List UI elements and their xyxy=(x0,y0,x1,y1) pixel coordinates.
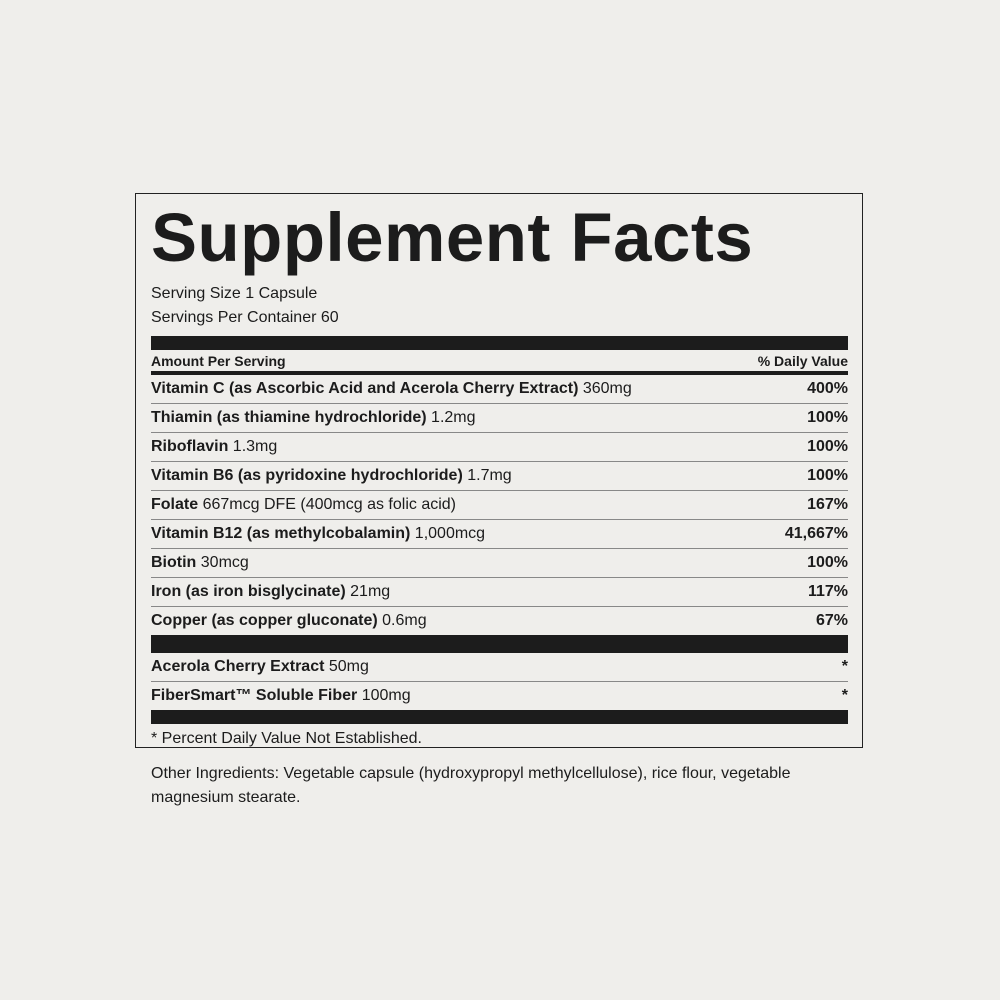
nutrient-amount: 1,000mcg xyxy=(414,525,486,542)
nutrient-rows: Vitamin C (as Ascorbic Acid and Acerola … xyxy=(151,375,848,635)
daily-value: * xyxy=(841,658,848,675)
nutrient-amount: 50mg xyxy=(328,658,369,675)
nutrient-row: Thiamin (as thiamine hydrochloride) 1.2m… xyxy=(151,404,848,433)
nutrient: FiberSmart™ Soluble Fiber 100mg xyxy=(151,687,411,705)
header-row: Amount Per Serving % Daily Value xyxy=(151,350,848,375)
nutrient: Biotin 30mcg xyxy=(151,554,249,572)
daily-value: 167% xyxy=(807,496,848,513)
nutrient-name: Riboflavin xyxy=(151,438,229,455)
nutrient-row: Vitamin B6 (as pyridoxine hydrochloride)… xyxy=(151,462,848,491)
nutrient: Vitamin B12 (as methylcobalamin) 1,000mc… xyxy=(151,525,485,543)
nutrient-row: Vitamin C (as Ascorbic Acid and Acerola … xyxy=(151,375,848,404)
nutrient-amount: 1.2mg xyxy=(431,409,476,426)
nutrient-name: Biotin xyxy=(151,554,197,571)
nutrient-row: Acerola Cherry Extract 50mg * xyxy=(151,653,848,682)
facts-panel: Supplement Facts Serving Size 1 Capsule … xyxy=(135,193,863,748)
nutrient: Folate 667mcg DFE (400mcg as folic acid) xyxy=(151,496,456,514)
nutrient-amount: 360mg xyxy=(582,380,632,397)
nutrient: Acerola Cherry Extract 50mg xyxy=(151,658,369,676)
nutrient-row: Iron (as iron bisglycinate) 21mg 117% xyxy=(151,578,848,607)
daily-value: 100% xyxy=(807,438,848,455)
nutrient-name: Thiamin (as thiamine hydrochloride) xyxy=(151,409,427,426)
divider xyxy=(151,710,848,724)
nutrient: Riboflavin 1.3mg xyxy=(151,438,277,456)
nutrient-row: Vitamin B12 (as methylcobalamin) 1,000mc… xyxy=(151,520,848,549)
nutrient-amount: 21mg xyxy=(350,583,391,600)
divider xyxy=(151,336,848,350)
title: Supplement Facts xyxy=(151,199,754,276)
daily-value: 100% xyxy=(807,467,848,484)
nutrient-row: Folate 667mcg DFE (400mcg as folic acid)… xyxy=(151,491,848,520)
nutrient-amount: 30mcg xyxy=(200,554,249,571)
servings-per-container: Servings Per Container 60 xyxy=(151,309,339,326)
header-right: % Daily Value xyxy=(757,352,848,369)
divider xyxy=(151,635,848,653)
daily-value: 41,667% xyxy=(784,525,848,542)
other-ingredients: Other Ingredients: Vegetable capsule (hy… xyxy=(151,765,791,806)
daily-value: 67% xyxy=(815,612,848,629)
nutrient-amount: 100mg xyxy=(361,687,411,704)
nutrient: Vitamin C (as Ascorbic Acid and Acerola … xyxy=(151,380,632,398)
nutrient-name: Acerola Cherry Extract xyxy=(151,658,325,675)
nutrient: Vitamin B6 (as pyridoxine hydrochloride)… xyxy=(151,467,512,485)
nutrient-row: FiberSmart™ Soluble Fiber 100mg * xyxy=(151,682,848,710)
nutrient-name: Vitamin C (as Ascorbic Acid and Acerola … xyxy=(151,380,579,397)
nutrient-row: Riboflavin 1.3mg 100% xyxy=(151,433,848,462)
nutrient-row: Copper (as copper gluconate) 0.6mg 67% xyxy=(151,607,848,635)
nutrient: Copper (as copper gluconate) 0.6mg xyxy=(151,612,427,630)
nutrient-name: Iron (as iron bisglycinate) xyxy=(151,583,346,600)
nutrient-amount: 1.3mg xyxy=(232,438,278,455)
daily-value: 100% xyxy=(807,554,848,571)
other-rows: Acerola Cherry Extract 50mg * FiberSmart™ … xyxy=(151,653,848,710)
nutrient-name: Vitamin B12 (as methylcobalamin) xyxy=(151,525,411,542)
nutrient-name: Copper (as copper gluconate) xyxy=(151,612,378,629)
nutrient-row: Biotin 30mcg 100% xyxy=(151,549,848,578)
daily-value: 117% xyxy=(807,583,848,600)
daily-value: 100% xyxy=(807,409,848,426)
nutrient-amount: 667mcg DFE (400mcg as folic acid) xyxy=(202,496,457,513)
nutrient-name: FiberSmart™ Soluble Fiber xyxy=(151,687,358,704)
facts-content: Supplement Facts Serving Size 1 Capsule … xyxy=(151,194,848,748)
nutrient: Thiamin (as thiamine hydrochloride) 1.2m… xyxy=(151,409,476,427)
daily-value: * xyxy=(841,687,848,704)
nutrient-name: Vitamin B6 (as pyridoxine hydrochloride) xyxy=(151,467,463,484)
nutrient-amount: 1.7mg xyxy=(467,467,512,484)
footnote: * Percent Daily Value Not Established. xyxy=(151,730,422,747)
nutrient: Iron (as iron bisglycinate) 21mg xyxy=(151,583,390,601)
header-left: Amount Per Serving xyxy=(151,352,286,369)
nutrient-name: Folate xyxy=(151,496,199,513)
daily-value: 400% xyxy=(807,380,848,397)
serving-size: Serving Size 1 Capsule xyxy=(151,285,318,302)
nutrient-amount: 0.6mg xyxy=(382,612,427,629)
